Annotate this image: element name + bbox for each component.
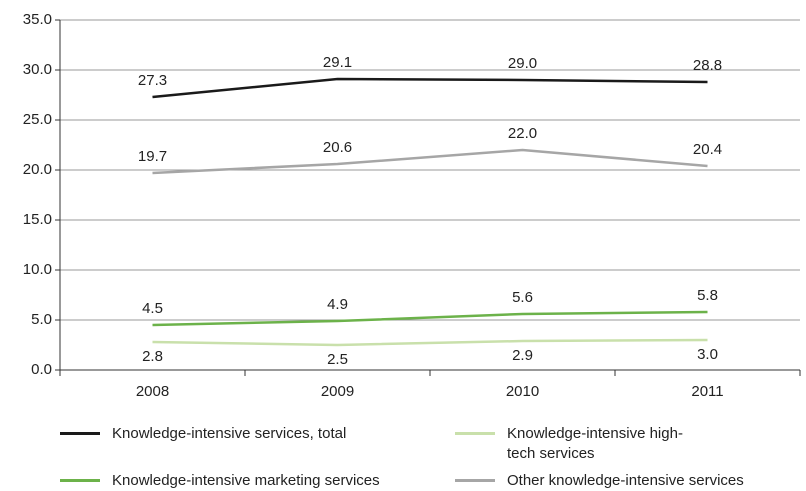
legend-swatch [60,479,100,482]
legend-swatch [455,432,495,435]
legend-label: Knowledge-intensive high-tech services [507,425,683,462]
y-tick-label: 10.0 [23,261,52,278]
data-label: 2.5 [327,351,348,368]
data-label: 19.7 [138,148,167,165]
x-tick-label: 2010 [506,383,539,400]
series-line [152,148,708,175]
legend-swatch [60,432,100,435]
data-label: 29.1 [323,54,352,71]
data-label: 29.0 [508,55,537,72]
chart: 0.0 5.0 10.0 15.0 20.0 25.0 30.0 35.0 2008 2009 20… [23,11,801,400]
data-label: 28.8 [693,57,722,74]
x-tick-label: 2008 [136,383,169,400]
x-tick-label: 2011 [691,383,723,400]
y-tick-label: 20.0 [23,161,52,178]
data-label: 22.0 [508,125,537,142]
y-tick-label: 15.0 [23,211,52,228]
data-label: 5.8 [697,287,718,304]
data-label: 27.3 [138,72,167,89]
series-line [152,310,708,327]
data-label: 20.4 [693,141,722,158]
y-tick-label: 25.0 [23,111,52,128]
data-label: 2.9 [512,347,533,364]
y-tick-label: 5.0 [31,311,52,328]
legend-label: Knowledge-intensive services, total [112,425,347,442]
legend-item: Knowledge-intensive services, total [60,424,412,444]
y-tick-label: 30.0 [23,61,52,78]
legend-label: Knowledge-intensive marketing services [112,472,380,489]
y-tick-label: 0.0 [31,361,52,378]
data-label: 20.6 [323,139,352,156]
series-line [152,77,708,99]
legend-swatch [455,479,495,482]
data-label: 4.5 [142,300,163,317]
data-label: 2.8 [142,348,163,365]
data-label: 5.6 [512,289,533,306]
legend-label: Other knowledge-intensive services [507,472,744,489]
y-tick-label: 35.0 [23,11,52,28]
x-tick-label: 2009 [321,383,354,400]
legend-item: Other knowledge-intensive services [455,471,806,491]
series-line [152,338,708,347]
legend-item: Knowledge-intensive high-tech services [455,424,687,464]
data-label: 4.9 [327,296,348,313]
legend-item: Knowledge-intensive marketing services [60,471,412,491]
data-label: 3.0 [697,346,718,363]
